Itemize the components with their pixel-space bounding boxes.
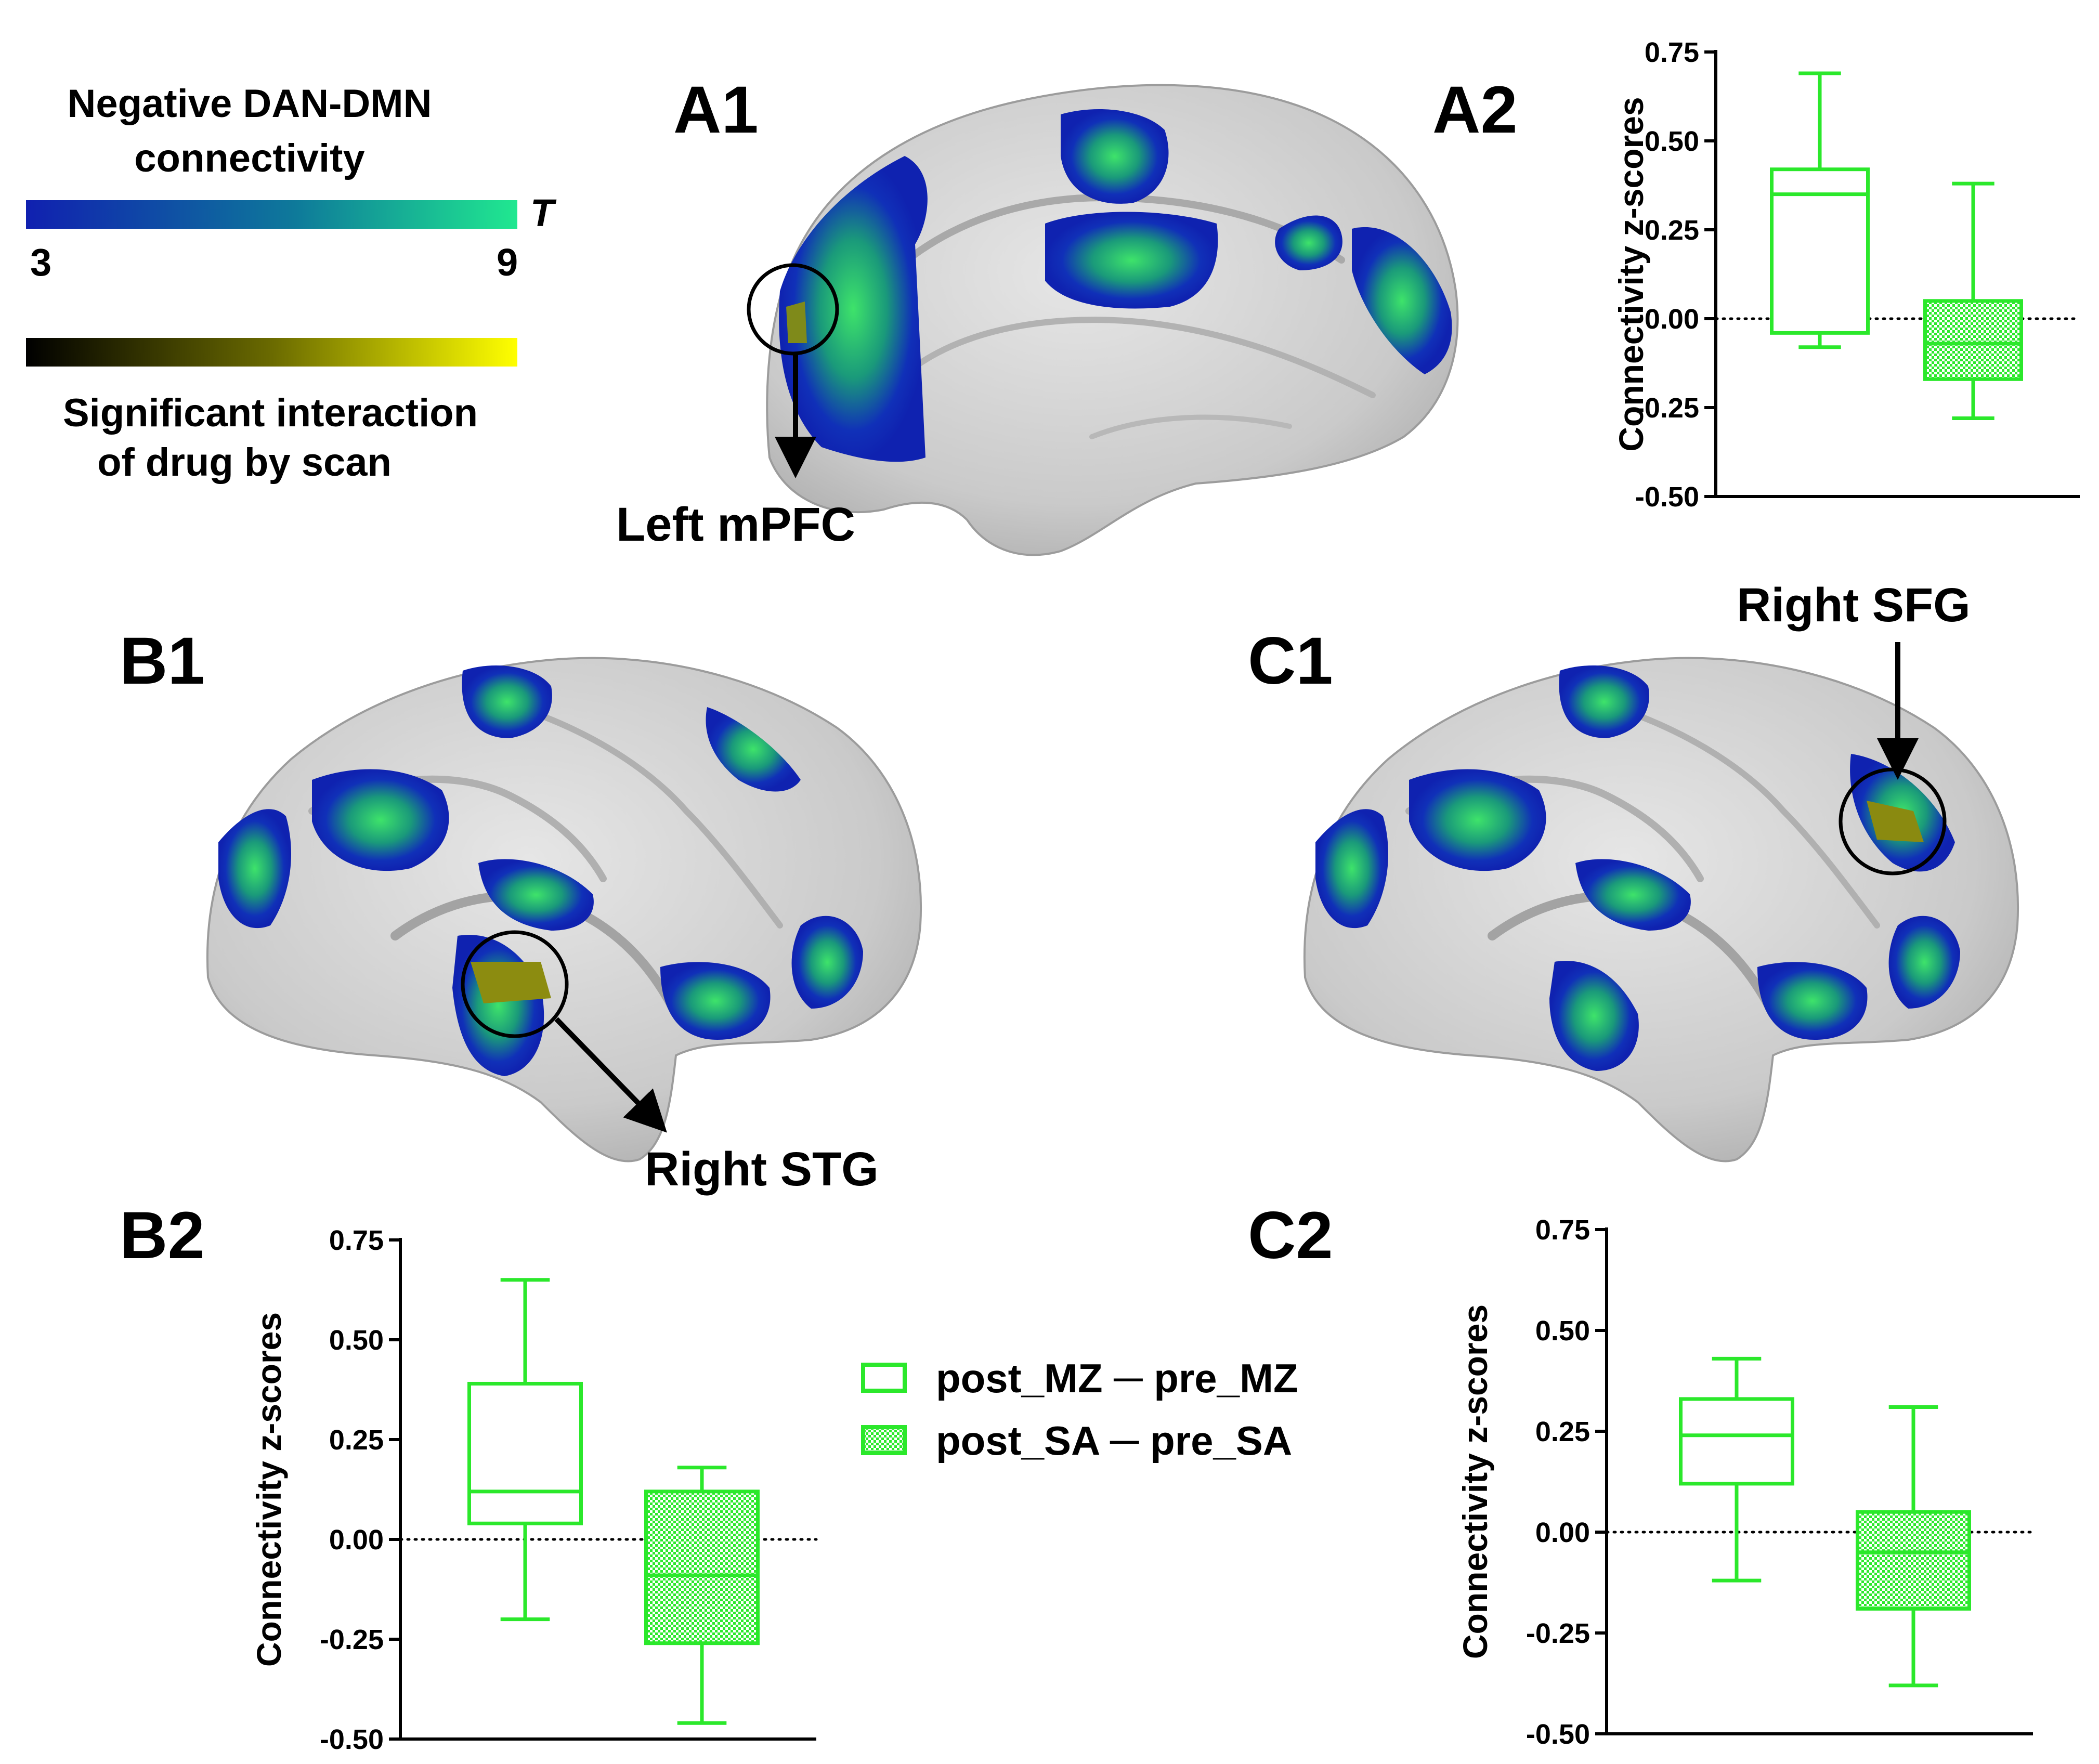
y-tick-label: -0.50 (1635, 481, 1699, 513)
brain-b1-blob-8 (706, 707, 801, 792)
brain-b1-blob-3 (218, 809, 291, 929)
y-tick-label: 0.50 (1645, 126, 1699, 157)
colorbar-negative-title-2: connectivity (134, 136, 364, 180)
legend-label-sa: post_SA ─ pre_SA (936, 1418, 1292, 1464)
colorbar-stat-label: T (530, 191, 557, 234)
y-tick-label: 0.75 (1535, 1214, 1590, 1246)
brain-a1-blob-frontal (779, 156, 928, 462)
y-tick-label: -0.50 (1526, 1719, 1590, 1750)
brain-c1-blob-4 (1575, 859, 1691, 931)
box-iqr (644, 1489, 760, 1645)
brain-a1-sulcus-3 (1089, 414, 1292, 439)
brain-b1-blob-6 (660, 962, 771, 1040)
box-iqr (467, 1381, 583, 1525)
legend: post_MZ ─ pre_MZ post_SA ─ pre_SA (861, 1355, 1298, 1464)
y-tick-label: 0.25 (329, 1425, 384, 1456)
brain-b1-blob-4 (478, 859, 594, 931)
colorbar-min-label: 3 (30, 241, 51, 284)
roi-label-right-sfg: Right SFG (1737, 579, 1971, 632)
y-axis-label: Connectivity z-scores (1456, 1304, 1494, 1659)
panel-label-c2: C2 (1248, 1198, 1333, 1273)
colorbar-interaction: Significant interaction of drug by scan (26, 338, 517, 485)
brain-c1-sulcus-2 (1640, 714, 1880, 929)
boxplot-b2: 0.75 0.50 0.25 0.00 -0.25 -0.50 Connectivity z… (250, 1225, 818, 1755)
y-tick-label: 0.50 (329, 1325, 384, 1356)
brain-b1: Right STG (206, 657, 922, 1196)
y-tick-label: -0.25 (1526, 1618, 1590, 1649)
brain-a1-blob-occipital (1352, 227, 1452, 374)
brain-a1-blob-cingulate (1045, 212, 1218, 309)
brain-c1-blob-7 (1888, 916, 1960, 1009)
y-tick-label: -0.25 (320, 1624, 384, 1655)
box-iqr (1679, 1397, 1794, 1486)
panel-label-b2: B2 (120, 1198, 205, 1273)
boxplot-c2: 0.75 0.50 0.25 0.00 -0.25 -0.50 Connectivity z… (1456, 1214, 2035, 1750)
brain-a1-blob-cuneus (1275, 215, 1342, 270)
y-tick-label: 0.50 (1535, 1315, 1590, 1347)
legend-label-mz: post_MZ ─ pre_MZ (936, 1355, 1298, 1401)
brain-c1-blob-3 (1315, 809, 1388, 929)
box-iqr (1923, 299, 2023, 381)
brain-b1-sulcus-2 (543, 714, 783, 929)
brain-b1-blob-interaction (471, 962, 551, 1003)
brain-a1-blob-interaction (786, 302, 807, 343)
y-tick-label: -0.50 (320, 1724, 384, 1755)
y-tick-label: 0.25 (1645, 215, 1699, 246)
y-tick-label: 0.75 (1645, 37, 1699, 68)
brain-a1-blob-precuneus (1061, 109, 1169, 204)
brain-c1: Right SFG (1303, 579, 2019, 1162)
brain-c1-blob-2 (1409, 769, 1546, 871)
legend-swatch-hatched (861, 1425, 907, 1455)
box-iqr (1856, 1510, 1971, 1611)
colorbar-negative: Negative DAN-DMN connectivity T 3 9 (26, 82, 557, 284)
colorbar-negative-gradient (26, 200, 517, 229)
y-tick-label: 0.00 (1645, 304, 1699, 335)
panel-label-b1: B1 (120, 624, 205, 698)
colorbar-interaction-title-2: of drug by scan (97, 440, 392, 485)
y-tick-label: 0.00 (1535, 1517, 1590, 1548)
brain-b1-blob-2 (312, 769, 449, 871)
panel-label-a1: A1 (673, 73, 759, 147)
colorbar-max-label: 9 (497, 241, 518, 284)
brain-b1-roi-arrow (554, 1017, 667, 1133)
y-tick-label: 0.00 (329, 1524, 384, 1556)
brain-a1-sulcus-2 (881, 317, 1376, 398)
y-axis-label: Connectivity z-scores (250, 1312, 288, 1667)
brain-b1-roi-circle (461, 930, 569, 1038)
boxplot-a2: 0.75 0.50 0.25 0.00 -0.25 -0.50 Connectivity z… (1612, 37, 2081, 513)
brain-b1-blob-1 (462, 665, 552, 738)
brain-c1-blob-interaction (1867, 801, 1924, 842)
y-tick-label: 0.25 (1535, 1416, 1590, 1447)
legend-swatch-hollow (861, 1363, 907, 1393)
y-tick-label: 0.75 (329, 1225, 384, 1256)
colorbar-negative-title-1: Negative DAN-DMN (68, 82, 432, 126)
brain-c1-blob-1 (1559, 665, 1649, 738)
colorbar-interaction-title-1: Significant interaction (63, 391, 478, 435)
box-iqr (1770, 167, 1870, 335)
panel-label-c1: C1 (1248, 624, 1333, 698)
brain-c1-blob-6 (1757, 962, 1868, 1040)
brain-b1-blob-7 (791, 916, 863, 1009)
panel-label-a2: A2 (1432, 73, 1518, 147)
brain-a1: Left mPFC (616, 84, 1459, 556)
y-tick-label: -0.25 (1635, 393, 1699, 424)
roi-label-right-stg: Right STG (645, 1143, 879, 1196)
roi-label-left-mpfc: Left mPFC (616, 498, 855, 551)
y-axis-label: Connectivity z-scores (1612, 97, 1650, 451)
brain-c1-blob-5 (1549, 961, 1639, 1071)
colorbar-interaction-gradient (26, 338, 517, 367)
